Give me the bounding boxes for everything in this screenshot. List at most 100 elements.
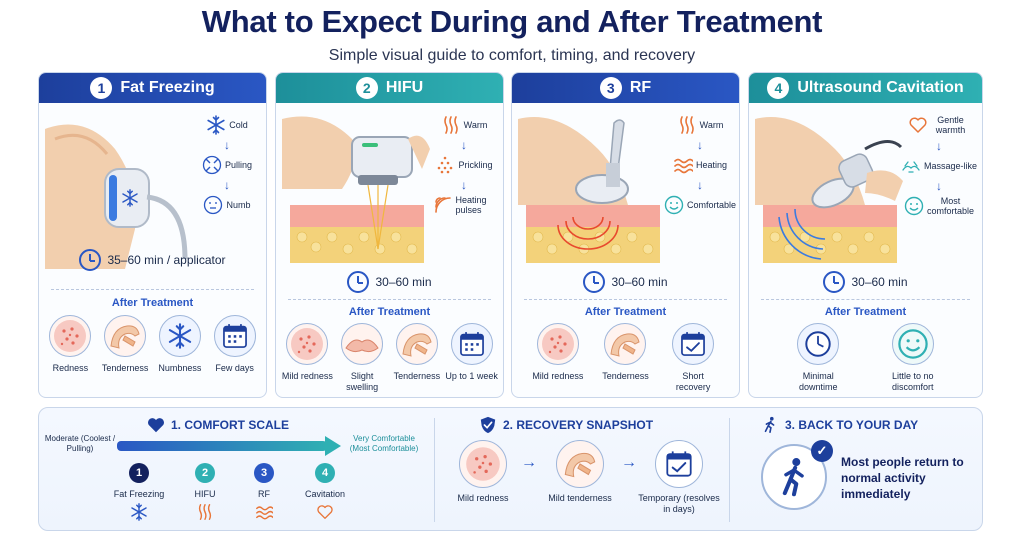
step-label: Warm — [699, 119, 724, 130]
redness-icon — [462, 443, 504, 485]
step-pulling: Pulling — [202, 155, 252, 175]
step-heating-pulses: Heating pulses — [433, 195, 496, 216]
effect-tenderness: Tenderness — [598, 323, 652, 393]
effect-label: Little to no discomfort — [891, 371, 934, 392]
arrow-down-icon: ↓ — [461, 178, 467, 192]
step-gentle-warmth: Gentle warmth — [908, 115, 971, 136]
node-label: Fat Freezing — [113, 489, 165, 499]
card-rf: 3 RF Warm ↓ Heating ↓ Comfortable 30–60 … — [511, 72, 740, 398]
time-label: 30–60 min — [375, 275, 432, 289]
recovery-label: Mild tenderness — [548, 493, 612, 503]
step-label: Warm — [463, 119, 488, 130]
effect-label: Minimal downtime — [798, 371, 838, 392]
step-prickling: Prickling — [435, 155, 493, 175]
effect-label: Up to 1 week — [445, 371, 498, 381]
redness-icon — [287, 324, 327, 364]
step-warm: Warm — [441, 115, 488, 135]
walker-icon — [771, 454, 817, 500]
card-title: Ultrasound Cavitation — [797, 79, 964, 96]
arrow-down-icon: ↓ — [936, 178, 942, 193]
recovery-mild-redness: Mild redness — [447, 440, 519, 504]
effect-label: Short recovery — [675, 371, 711, 392]
heart-icon — [316, 503, 334, 521]
time-label: 30–60 min — [851, 275, 908, 289]
recovery-mild-tenderness: Mild tenderness — [539, 440, 621, 504]
step-warm: Warm — [677, 115, 724, 135]
calendar-check-icon — [676, 327, 710, 361]
card-number: 3 — [599, 77, 622, 99]
walker-badge — [761, 444, 827, 510]
sensation-steps: Warm ↓ Prickling ↓ Heating pulses — [429, 115, 499, 216]
page-subtitle: Simple visual guide to comfort, timing, … — [328, 47, 696, 64]
step-label: Massage-like — [923, 160, 978, 171]
summary-panel: 1. COMFORT SCALE Moderate (Coolest / Pul… — [38, 407, 983, 531]
scale-node-hifu: 2 HIFU — [175, 463, 235, 521]
heat-waves-icon — [441, 115, 461, 135]
after-treatment-effects: Minimal downtime Little to no discomfort — [749, 323, 982, 393]
heating-icon — [255, 503, 273, 521]
effect-tenderness: Tenderness — [98, 315, 152, 374]
snowflake-icon — [130, 503, 148, 521]
step-heating: Heating — [673, 155, 727, 175]
card-title: RF — [629, 79, 652, 96]
calendar-icon — [218, 319, 252, 353]
card-header: 3 RF — [512, 73, 739, 103]
tender-arm-icon — [559, 443, 601, 485]
card-number: 1 — [90, 77, 113, 99]
effect-mild-redness: Mild redness — [280, 323, 334, 393]
step-label: Pulling — [224, 159, 253, 170]
sensation-steps: Cold ↓ Pulling ↓ Numb — [192, 115, 262, 215]
heat-pulse-icon — [433, 195, 453, 215]
recovery-temporary: Temporary (resolves in days) — [637, 440, 721, 515]
swelling-icon — [342, 324, 382, 364]
prickle-dots-icon — [435, 155, 455, 175]
pull-arrows-icon — [202, 155, 222, 175]
arrow-down-icon: ↓ — [224, 138, 230, 152]
tender-arm-icon — [605, 324, 645, 364]
recovery-snapshot-title: 2. RECOVERY SNAPSHOT — [479, 416, 653, 434]
effect-label: Mild redness — [532, 371, 584, 381]
smile-icon — [897, 328, 929, 360]
tender-arm-icon — [397, 324, 437, 364]
step-label: Cold — [229, 119, 248, 130]
after-treatment-effects: Mild redness Slight swelling Tenderness … — [276, 323, 503, 393]
effect-label: Tenderness — [101, 363, 149, 373]
snowflake-icon — [206, 115, 226, 135]
comfort-scale-bar — [117, 441, 327, 451]
snowflake-icon — [167, 323, 193, 349]
node-number: 3 — [254, 463, 274, 483]
sensation-steps: Warm ↓ Heating ↓ Comfortable — [665, 115, 736, 215]
arrow-right-icon: → — [521, 454, 537, 471]
effect-minimal-downtime: Minimal downtime — [783, 323, 853, 393]
card-fat-freezing: 1 Fat Freezing Cold ↓ Pulling ↓ Numb 35–… — [38, 72, 267, 398]
card-header: 4 Ultrasound Cavitation — [749, 73, 982, 103]
comfort-scale-title: 1. COMFORT SCALE — [147, 416, 289, 434]
divider — [524, 299, 727, 300]
scale-left-label: Moderate (Coolest / Pulling) — [44, 434, 116, 453]
node-number: 2 — [195, 463, 215, 483]
calendar-check-icon — [661, 446, 697, 482]
massage-hands-icon — [901, 156, 921, 176]
after-treatment-title: After Treatment — [584, 306, 667, 318]
recovery-label: Temporary (resolves in days) — [638, 493, 720, 514]
clock-icon — [347, 271, 370, 293]
effect-mild-redness: Mild redness — [531, 323, 585, 393]
card-title: HIFU — [385, 79, 424, 96]
effect-slight-swelling: Slight swelling — [335, 323, 389, 393]
clock-icon — [800, 326, 836, 362]
card-title: Fat Freezing — [120, 79, 215, 96]
redness-icon — [538, 324, 578, 364]
step-label: Gentle warmth — [935, 115, 966, 136]
card-header: 1 Fat Freezing — [39, 73, 266, 103]
time-label: 30–60 min — [611, 275, 668, 289]
runner-icon — [761, 416, 779, 434]
session-time: 30–60 min — [749, 271, 982, 293]
step-label: Numb — [226, 199, 251, 210]
after-treatment-effects: Redness Tenderness Numbness Few days — [39, 315, 266, 374]
session-time: 35–60 min / applicator — [39, 249, 266, 271]
arrow-down-icon: ↓ — [697, 178, 703, 192]
session-time: 30–60 min — [276, 271, 503, 293]
divider — [288, 299, 491, 300]
smile-icon — [904, 196, 924, 216]
back-to-day-title: 3. BACK TO YOUR DAY — [761, 416, 918, 434]
